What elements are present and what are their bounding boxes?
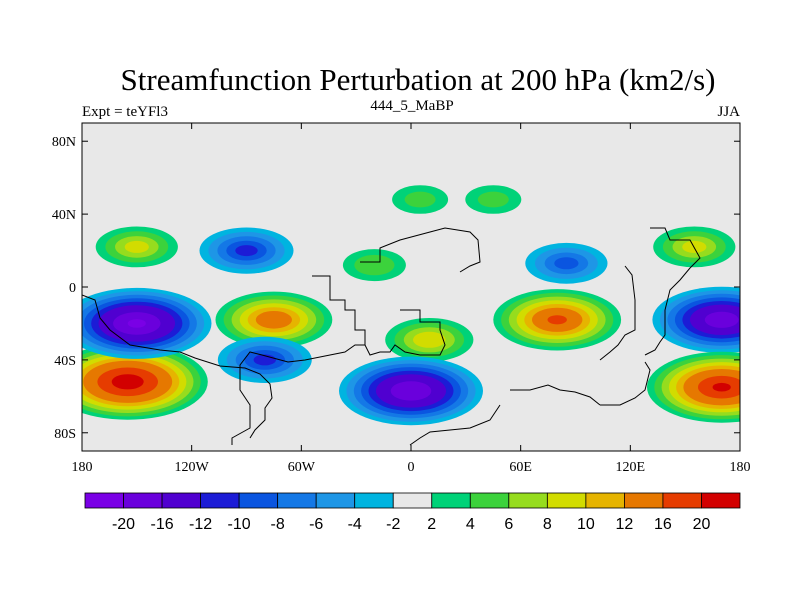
contour-level-16 bbox=[704, 311, 739, 328]
colorbar-label: 20 bbox=[693, 516, 711, 533]
contour-level-10 bbox=[235, 245, 258, 257]
colorbar-swatch bbox=[585, 492, 625, 509]
anomaly-low-9 bbox=[217, 336, 312, 383]
anomaly-high-10 bbox=[493, 289, 622, 351]
colorbar-label: 4 bbox=[466, 516, 475, 533]
colorbar-swatch bbox=[315, 492, 356, 509]
contour-level-16 bbox=[390, 381, 432, 401]
coastline-north-america bbox=[82, 294, 273, 439]
coastlines bbox=[82, 227, 701, 446]
colorbar-label: 2 bbox=[427, 516, 436, 533]
colorbar-label: -12 bbox=[189, 516, 212, 533]
colorbar-swatch bbox=[546, 492, 587, 509]
colorbar-label: -2 bbox=[386, 516, 400, 533]
anomaly-high-14 bbox=[647, 351, 740, 423]
coastline-south-america bbox=[231, 275, 366, 445]
colorbar-label: 6 bbox=[504, 516, 513, 533]
streamfunction-field bbox=[82, 185, 740, 426]
anomaly-high-8 bbox=[385, 318, 474, 362]
y-axis: 80N 40N 0 40S 80S bbox=[52, 135, 740, 442]
colorbar-swatch bbox=[161, 492, 201, 509]
colorbar-label: -8 bbox=[271, 516, 285, 533]
run-id-label: 444_5_MaBP bbox=[370, 98, 453, 114]
contour-level-8 bbox=[554, 257, 579, 270]
colorbar-swatch bbox=[624, 492, 664, 509]
colorbar-label: -4 bbox=[348, 516, 362, 533]
coastline-asia-australia bbox=[409, 227, 701, 446]
anomaly-high-4 bbox=[342, 249, 406, 282]
colorbar: -20 -16 -12 -10 -8 -6 -4 -2 2 4 6 8 10 12 16 20 bbox=[84, 492, 741, 533]
anomaly-low-3 bbox=[199, 227, 294, 274]
colorbar-swatch bbox=[277, 492, 317, 509]
colorbar-label: -20 bbox=[112, 516, 135, 533]
contour-level-16 bbox=[547, 315, 567, 325]
anomaly-low-13 bbox=[652, 286, 740, 353]
y-tick-label: 40N bbox=[52, 208, 76, 223]
contour-level-20 bbox=[111, 374, 144, 390]
colorbar-swatch bbox=[508, 492, 548, 509]
season-label: JJA bbox=[717, 104, 740, 120]
contour-level-4 bbox=[404, 191, 436, 208]
x-tick-label: 60E bbox=[509, 460, 532, 475]
anomaly-low-1 bbox=[82, 287, 212, 359]
anomaly-high-7 bbox=[215, 291, 333, 348]
colorbar-swatch bbox=[431, 492, 471, 509]
y-tick-label: 40S bbox=[54, 354, 76, 369]
contour-level-8 bbox=[413, 331, 446, 348]
contour-level-4 bbox=[354, 254, 395, 276]
colorbar-label: -16 bbox=[150, 516, 173, 533]
colorbar-swatch bbox=[123, 492, 163, 509]
x-axis: 180 120W 60W 0 60E 120E 180 bbox=[72, 123, 751, 475]
x-tick-label: 120E bbox=[616, 460, 646, 475]
contour-level-4 bbox=[477, 191, 509, 208]
colorbar-swatch bbox=[354, 492, 394, 509]
contour-level-20 bbox=[712, 382, 731, 392]
x-tick-label: 0 bbox=[408, 460, 415, 475]
colorbar-label: 10 bbox=[577, 516, 595, 533]
colorbar-label: 8 bbox=[543, 516, 552, 533]
colorbar-label: -6 bbox=[309, 516, 323, 533]
chart-title: Streamfunction Perturbation at 200 hPa (… bbox=[121, 62, 716, 97]
coastline-africa bbox=[360, 227, 481, 356]
anomaly-high-15 bbox=[465, 185, 522, 214]
anomaly-high-5 bbox=[392, 185, 449, 214]
anomaly-high-0 bbox=[82, 343, 208, 420]
contour-level-8 bbox=[124, 240, 149, 253]
colorbar-swatch bbox=[662, 492, 702, 509]
colorbar-swatch bbox=[200, 492, 240, 509]
x-tick-label: 120W bbox=[175, 460, 210, 475]
contour-level-12 bbox=[255, 311, 292, 329]
y-tick-label: 80S bbox=[54, 427, 76, 442]
anomaly-low-11 bbox=[339, 356, 483, 426]
x-tick-label: 180 bbox=[730, 460, 751, 475]
colorbar-label: 16 bbox=[654, 516, 672, 533]
colorbar-swatch bbox=[84, 492, 124, 509]
map-plot-area bbox=[82, 123, 740, 451]
anomaly-high-2 bbox=[95, 226, 178, 268]
anomaly-low-6 bbox=[525, 242, 608, 284]
colorbar-swatch bbox=[238, 492, 279, 509]
y-tick-label: 80N bbox=[52, 135, 76, 150]
experiment-label: Expt = teYFl3 bbox=[82, 104, 168, 120]
colorbar-swatch bbox=[392, 492, 433, 509]
x-tick-label: 180 bbox=[72, 460, 93, 475]
x-tick-label: 60W bbox=[288, 460, 316, 475]
y-tick-label: 0 bbox=[69, 281, 76, 296]
contour-level-20 bbox=[127, 319, 146, 328]
colorbar-label: 12 bbox=[616, 516, 634, 533]
colorbar-label: -10 bbox=[228, 516, 251, 533]
colorbar-swatch bbox=[701, 492, 741, 509]
colorbar-swatch bbox=[469, 492, 510, 509]
